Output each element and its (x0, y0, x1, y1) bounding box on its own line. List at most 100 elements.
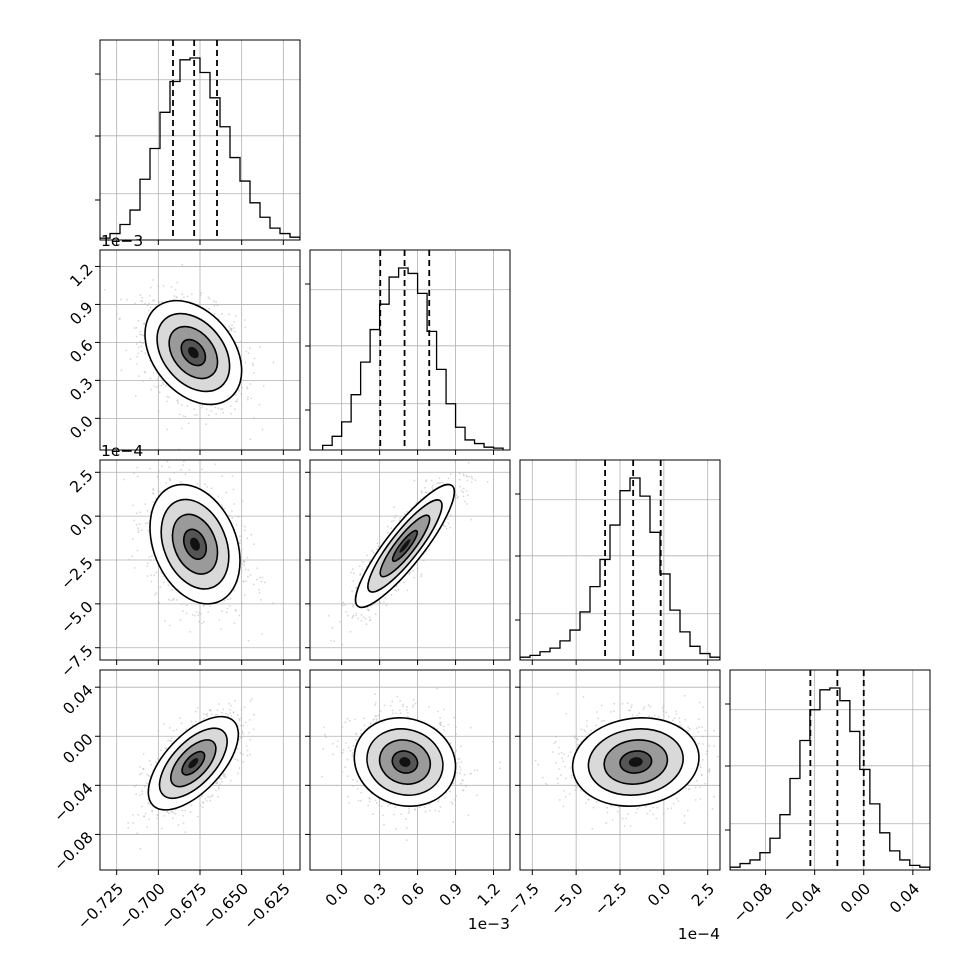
scatter-point (452, 821, 455, 824)
scatter-point (173, 812, 176, 814)
scatter-point (215, 782, 218, 785)
scatter-point (222, 708, 225, 711)
scatter-point (221, 475, 223, 478)
scatter-point (141, 297, 144, 299)
scatter-point (150, 574, 152, 577)
scatter-point (462, 491, 465, 494)
scatter-point (392, 519, 395, 522)
scatter-point (242, 760, 245, 763)
scatter-point (246, 386, 249, 389)
scatter-point (355, 612, 358, 615)
scatter-point (202, 717, 205, 720)
contour-line-1 (171, 513, 219, 575)
scatter-point (133, 327, 136, 330)
scatter-point (216, 781, 219, 783)
scatter-point (460, 745, 462, 748)
scatter-point (144, 302, 147, 305)
contour-line-2 (160, 498, 230, 590)
scatter-point (247, 575, 249, 578)
scatter-point (251, 362, 254, 365)
scatter-point (443, 525, 446, 527)
scatter-point (180, 404, 183, 406)
scatter-point (246, 537, 249, 540)
scatter-point (234, 608, 237, 611)
scatter-point (215, 300, 218, 303)
scatter-point (180, 722, 183, 725)
scatter-point (230, 329, 233, 332)
scatter-point (134, 302, 137, 305)
scatter-point (259, 345, 261, 348)
scatter-point (201, 468, 204, 471)
scatter-point (148, 818, 151, 820)
scatter-point (139, 766, 141, 768)
scatter-point (231, 510, 233, 512)
scatter-point (241, 602, 244, 605)
scatter-point (413, 576, 415, 579)
scatter-point (231, 475, 234, 477)
scatter-point (194, 710, 197, 713)
scatter-point (136, 475, 139, 478)
scatter-point (245, 745, 248, 747)
scatter-point (240, 737, 242, 739)
scatter-point (462, 473, 465, 475)
panel-content (100, 670, 300, 870)
scatter-point (206, 486, 209, 488)
scatter-point (128, 558, 131, 561)
scatter-point (201, 801, 204, 803)
scatter-point (459, 485, 462, 488)
scatter-point (458, 472, 461, 475)
panel-p1-p2 (305, 459, 511, 665)
scatter-point (340, 603, 343, 605)
scatter-point (150, 763, 153, 766)
scatter-point (175, 728, 178, 731)
scatter-point (209, 799, 212, 802)
scatter-point (399, 516, 402, 519)
scatter-point (470, 518, 473, 521)
scatter-point (186, 405, 189, 407)
scatter-point (165, 384, 167, 387)
scatter-point (137, 527, 139, 530)
scatter-point (436, 482, 439, 485)
scatter-point (133, 472, 135, 475)
scatter-point (223, 599, 226, 602)
scatter-point (464, 500, 466, 503)
scatter-point (205, 408, 208, 411)
scatter-point (395, 590, 398, 592)
contour-line-1 (168, 325, 219, 380)
scatter-point (176, 599, 178, 601)
scatter-point (148, 556, 151, 558)
scatter-point (188, 469, 191, 471)
scatter-point (449, 514, 452, 517)
scatter-point (238, 718, 241, 720)
scatter-point (135, 784, 138, 786)
scatter-point (393, 516, 396, 519)
scatter-point (260, 580, 263, 583)
scatter-point (447, 723, 450, 726)
scatter-point (245, 580, 248, 582)
scatter-point (398, 709, 401, 712)
panel-p2-p2 (515, 459, 721, 665)
scatter-point (247, 569, 250, 571)
scatter-point (272, 602, 274, 605)
scatter-point (352, 580, 355, 582)
scatter-point (465, 474, 468, 477)
scatter-point (241, 386, 244, 389)
scatter-point (324, 733, 326, 736)
panel-content (100, 40, 300, 240)
scatter-point (234, 393, 237, 396)
scatter-point (252, 583, 255, 586)
scatter-point (139, 330, 142, 333)
scatter-point (374, 693, 376, 695)
scatter-point (149, 377, 152, 380)
scatter-point (413, 479, 416, 482)
contour-line-3 (147, 715, 240, 811)
scatter-point (166, 395, 169, 398)
scatter-point (367, 608, 370, 611)
scatter-point (234, 699, 237, 702)
scatter-point (201, 404, 204, 407)
scatter-point (163, 814, 166, 817)
scatter-point (395, 712, 397, 715)
scatter-point (242, 724, 245, 727)
scatter-point (352, 605, 354, 608)
scatter-point (160, 749, 162, 752)
